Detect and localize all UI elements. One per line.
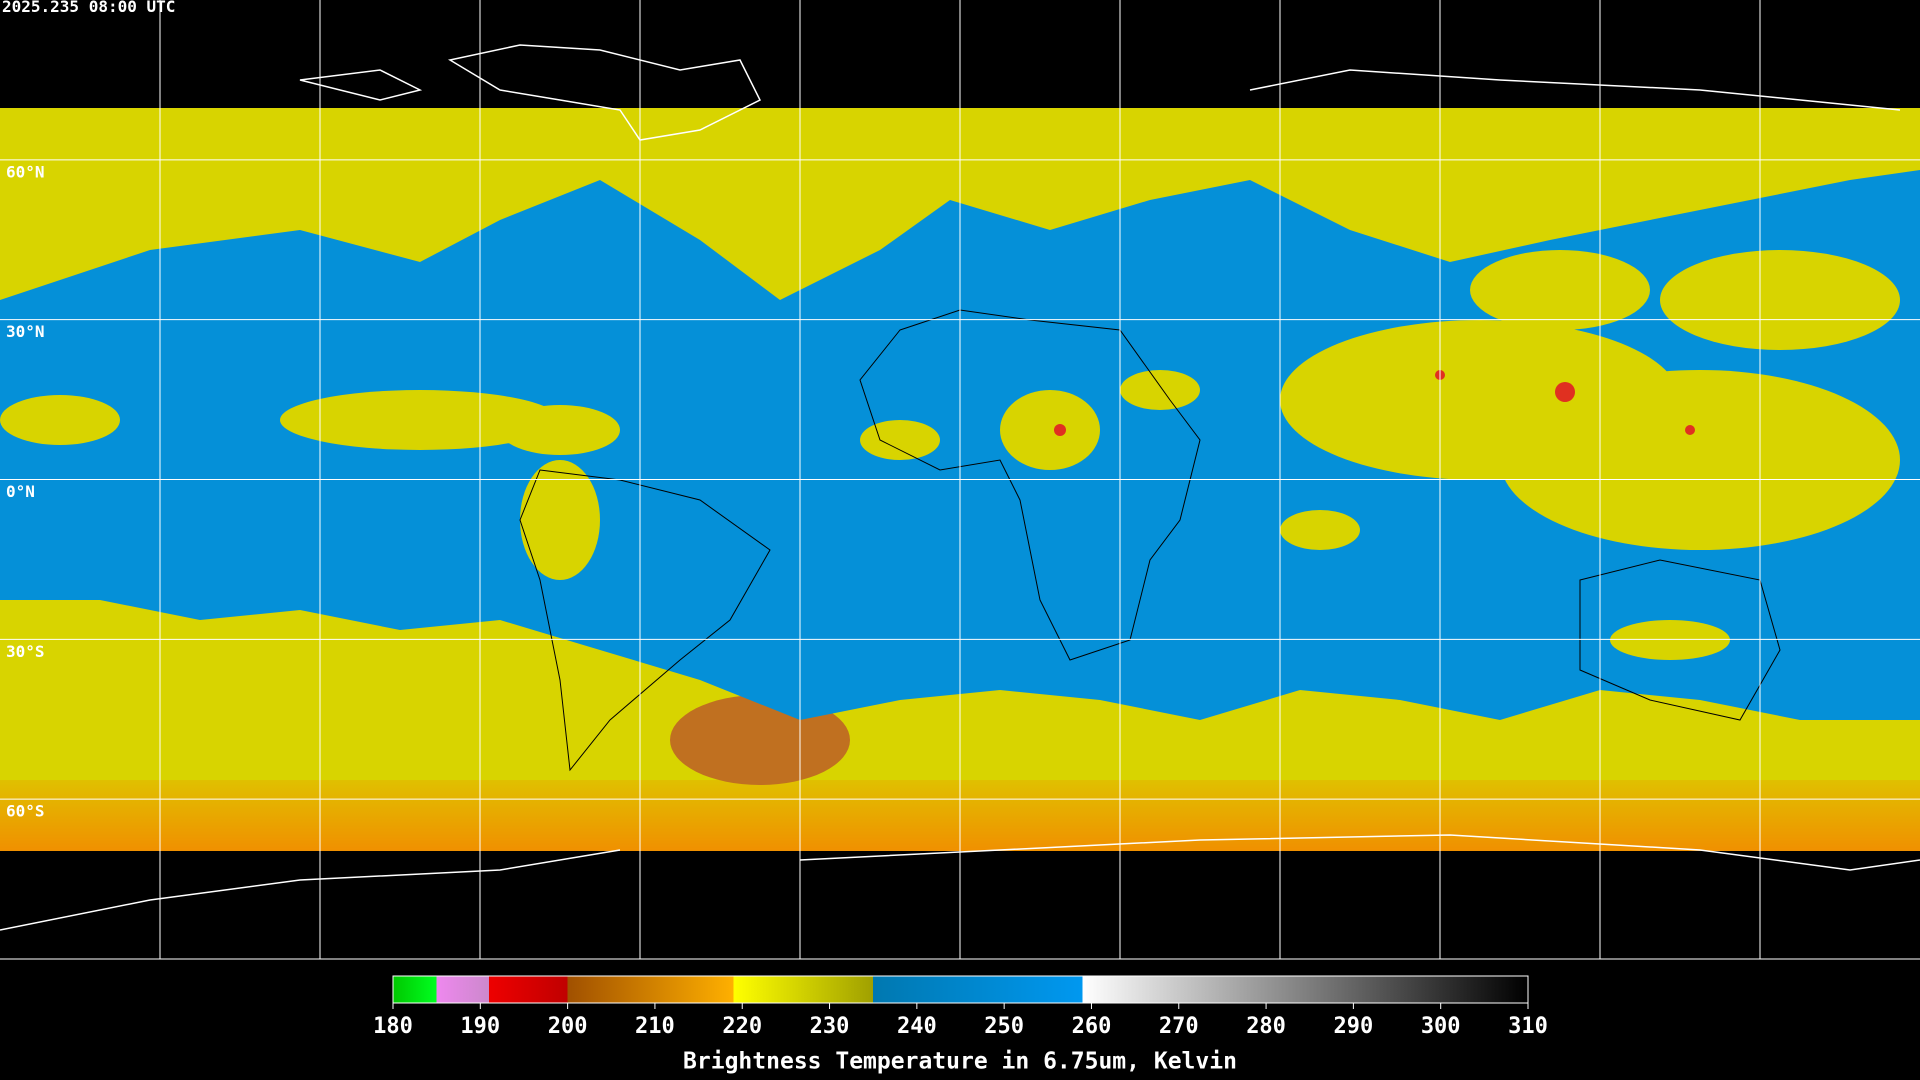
colorbar-tick-label: 260 xyxy=(1072,1014,1112,1039)
colorbar-tick-label: 230 xyxy=(810,1014,850,1039)
colorbar-tick-label: 200 xyxy=(548,1014,588,1039)
colorbar-tick-label: 210 xyxy=(635,1014,675,1039)
lat-label: 60°S xyxy=(6,802,45,821)
colorbar-tick-label: 190 xyxy=(460,1014,500,1039)
colorbar-label: Brightness Temperature in 6.75um, Kelvin xyxy=(683,1049,1237,1075)
lat-label: 0°N xyxy=(6,482,35,501)
coastlines-polar xyxy=(0,44,1920,931)
colorbar-tick-label: 250 xyxy=(984,1014,1024,1039)
colorbar-tick-label: 270 xyxy=(1159,1014,1199,1039)
lat-label: 30°S xyxy=(6,642,45,661)
graticule xyxy=(0,0,1920,960)
colorbar-tick-label: 310 xyxy=(1508,1014,1548,1039)
colorbar-tick-label: 240 xyxy=(897,1014,937,1039)
lat-label: 30°N xyxy=(6,322,45,341)
colorbar-tick-label: 300 xyxy=(1421,1014,1461,1039)
colorbar-tick-label: 180 xyxy=(373,1014,413,1039)
colorbar xyxy=(392,975,1529,1004)
colorbar-tick-label: 290 xyxy=(1334,1014,1374,1039)
timestamp: 2025.235 08:00 UTC xyxy=(2,0,175,16)
colorbar-tick-label: 280 xyxy=(1246,1014,1286,1039)
colorbar-tick-label: 220 xyxy=(722,1014,762,1039)
lat-label: 60°N xyxy=(6,162,45,181)
